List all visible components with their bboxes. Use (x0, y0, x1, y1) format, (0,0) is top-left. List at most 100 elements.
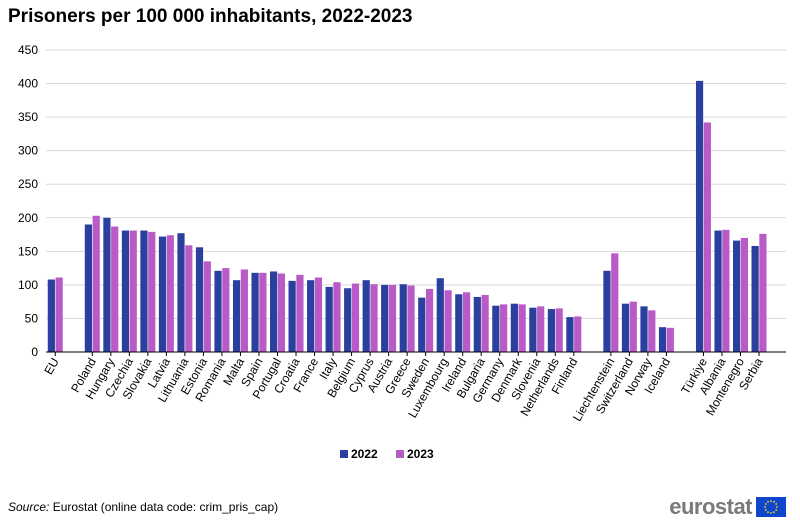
bar-2022 (566, 317, 574, 352)
y-tick-label: 450 (18, 43, 38, 57)
eurostat-logo[interactable]: eurostat (669, 496, 786, 518)
bar-2022 (121, 230, 130, 352)
y-tick-label: 300 (18, 144, 38, 158)
bar-2022 (510, 303, 518, 352)
bar-2023 (500, 304, 508, 352)
bar-2023 (555, 308, 563, 352)
bar-2022 (695, 80, 704, 353)
bar-2023 (296, 274, 304, 352)
eu-flag-star (764, 503, 767, 505)
bar-2023 (740, 237, 748, 352)
eu-flag-star (767, 511, 769, 514)
gridlines (46, 49, 786, 319)
bars (47, 80, 767, 353)
legend-label-2022: 2022 (351, 447, 378, 461)
eu-flag-star (775, 503, 778, 505)
y-tick-label: 100 (18, 278, 38, 292)
source-text: Eurostat (online data code: crim_pris_ca… (49, 500, 279, 514)
bar-2023 (222, 268, 230, 352)
bar-2022 (103, 217, 111, 352)
eu-flag-icon (756, 497, 786, 517)
bar-2023 (537, 306, 545, 352)
bar-2023 (351, 283, 360, 352)
bar-2022 (307, 280, 315, 352)
legend: 2022 2023 (340, 447, 434, 461)
bar-2023 (481, 294, 489, 352)
bar-2022 (658, 327, 667, 352)
bar-2023 (629, 301, 637, 352)
bar-2022 (47, 279, 55, 352)
bar-2022 (603, 270, 611, 352)
bar-2023 (425, 288, 434, 352)
bar-2023 (722, 229, 730, 352)
bar-2023 (55, 277, 63, 352)
bar-2023 (370, 284, 378, 352)
y-tick-label: 250 (18, 177, 38, 191)
source-note: Source: Eurostat (online data code: crim… (8, 500, 278, 514)
bar-2023 (648, 310, 656, 352)
bar-2022 (84, 224, 92, 352)
bar-2023 (574, 316, 582, 352)
bar-2023 (388, 284, 397, 352)
eu-flag-stars (764, 500, 778, 514)
bar-2022 (418, 297, 426, 352)
bar-2023 (92, 215, 100, 352)
logo-text: eurostat (669, 494, 752, 519)
bar-2022 (640, 306, 648, 352)
bar-2022 (344, 288, 352, 352)
bar-2022 (714, 230, 722, 352)
bar-2022 (455, 294, 463, 352)
bar-2022 (381, 284, 389, 352)
bar-2022 (399, 284, 407, 352)
bar-2022 (251, 272, 259, 352)
bar-2022 (733, 240, 741, 352)
legend-swatch-2023 (396, 450, 404, 458)
chart-title: Prisoners per 100 000 inhabitants, 2022-… (8, 6, 413, 27)
bar-2022 (232, 280, 241, 352)
bar-2022 (214, 270, 222, 352)
bar-2022 (177, 233, 185, 352)
eu-flag-star (776, 506, 778, 508)
bar-2023 (463, 292, 471, 352)
bar-2023 (314, 277, 323, 352)
bar-2023 (240, 269, 248, 352)
bar-2022 (270, 271, 278, 352)
eu-flag-star (773, 511, 775, 514)
y-tick-label: 400 (18, 77, 38, 91)
bar-2023 (666, 327, 674, 352)
eu-flag-star (775, 509, 778, 511)
eu-flag-background (756, 497, 786, 517)
axes (46, 351, 786, 356)
bar-2022 (325, 286, 333, 352)
eu-flag-star (767, 500, 769, 503)
eu-flag-star (770, 500, 772, 502)
bar-2023 (407, 285, 415, 352)
bar-2022 (195, 247, 204, 352)
y-tick-label: 150 (18, 244, 38, 258)
bar-2022 (158, 236, 167, 352)
bar-2023 (444, 290, 452, 352)
eu-flag-star (764, 509, 767, 511)
bar-2023 (148, 231, 156, 352)
bar-2022 (288, 280, 296, 352)
bar-2022 (621, 303, 630, 352)
bar-2023 (333, 282, 341, 352)
y-tick-label: 50 (25, 311, 39, 325)
bar-2022 (529, 307, 537, 352)
bar-2023 (203, 261, 211, 352)
eu-flag-star (773, 500, 775, 503)
eu-flag-star (764, 506, 766, 508)
bar-2022 (362, 280, 370, 352)
bar-2022 (547, 309, 555, 352)
bar-2023 (129, 230, 137, 352)
bar-2022 (473, 296, 481, 352)
legend-swatch-2022 (340, 450, 348, 458)
bar-2023 (185, 245, 193, 352)
legend-label-2023: 2023 (407, 447, 434, 461)
bar-2023 (259, 272, 267, 352)
bar-2023 (277, 273, 285, 352)
bar-2022 (140, 230, 148, 352)
bar-2022 (751, 245, 759, 352)
bar-2023 (166, 235, 174, 352)
